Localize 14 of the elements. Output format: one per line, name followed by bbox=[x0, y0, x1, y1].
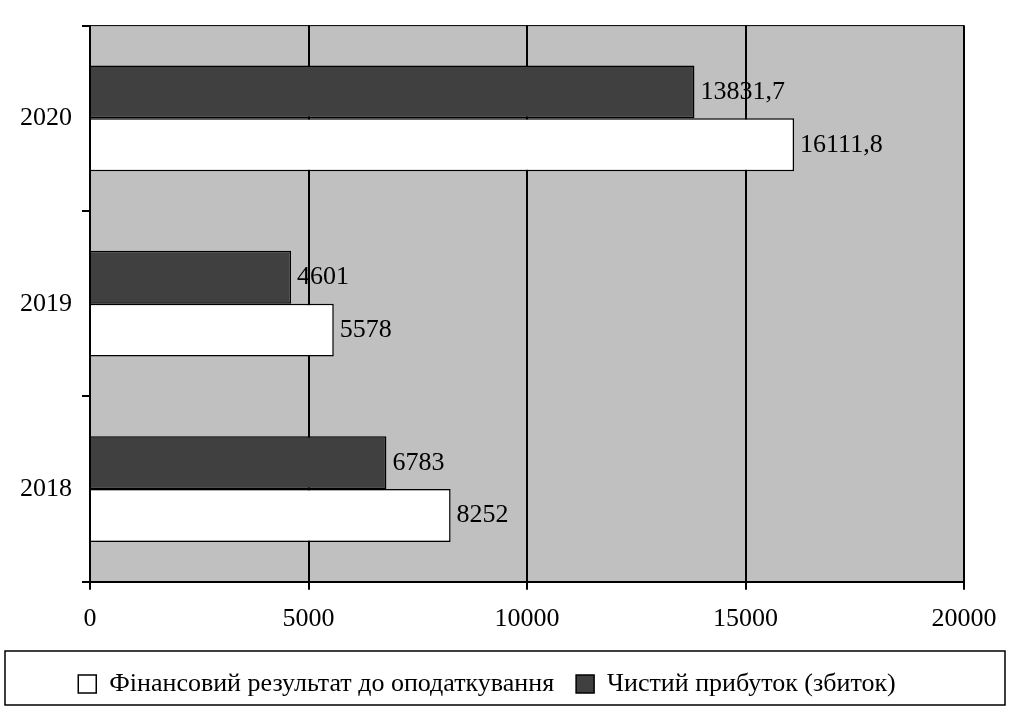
data-label: 16111,8 bbox=[800, 128, 883, 158]
y-tick-label: 2019 bbox=[20, 287, 72, 317]
data-label: 8252 bbox=[456, 499, 509, 529]
x-tick-label: 0 bbox=[83, 603, 97, 633]
legend-label: Чистий прибуток (збиток) bbox=[607, 667, 896, 697]
x-tick-label: 5000 bbox=[282, 603, 335, 633]
y-tick-label: 2020 bbox=[20, 102, 72, 132]
data-label: 5578 bbox=[339, 313, 392, 343]
legend-label: Фінансовий результат до оподаткування bbox=[109, 667, 555, 697]
y-tick-label: 2018 bbox=[20, 472, 72, 502]
x-tick-label: 20000 bbox=[931, 603, 997, 633]
x-tick-label: 15000 bbox=[713, 603, 778, 633]
x-tick-label: 10000 bbox=[494, 603, 560, 633]
data-label: 6783 bbox=[392, 446, 445, 476]
